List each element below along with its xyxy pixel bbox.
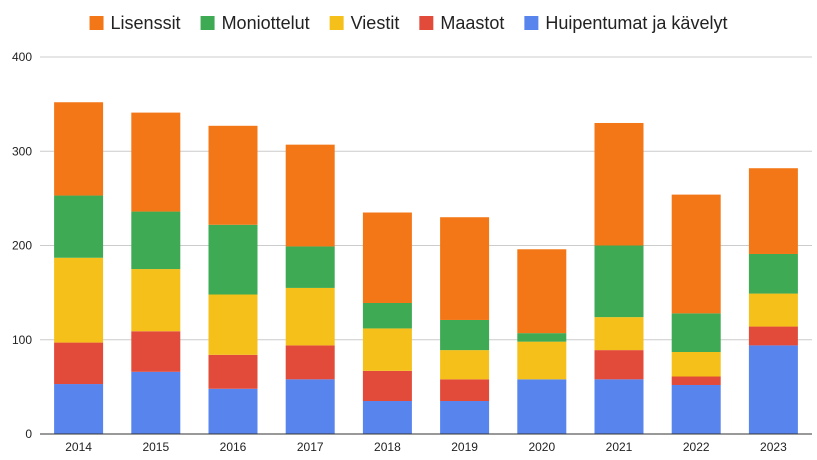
legend-item: Maastot [419,13,504,33]
bar-segment [362,212,412,303]
y-tick-label: 300 [12,144,32,158]
legend-label: Maastot [440,13,504,33]
x-tick-label: 2022 [683,440,710,454]
bar-segment [748,253,798,294]
bar-segment [440,319,490,351]
legend-item: Huipentumat ja kävelyt [524,13,727,33]
bar-segment [517,379,567,434]
legend-item: Lisenssit [89,13,181,33]
bar-segment [362,401,412,434]
x-tick-label: 2018 [374,440,401,454]
bar-segment [54,102,104,196]
bar-segment [208,388,258,434]
bar-stack-2016 [208,125,258,434]
bar-segment [131,112,181,212]
x-tick-label: 2014 [65,440,92,454]
bar-segment [594,350,644,380]
bar-segment [54,257,104,343]
legend-swatch [89,16,104,30]
bar-segment [748,326,798,346]
bar-segment [671,194,721,314]
bar-segment [671,384,721,434]
bar-segment [671,352,721,377]
bar-segment [517,249,567,334]
bar-stack-2017 [285,144,335,434]
bar-segment [131,371,181,434]
x-tick-label: 2020 [528,440,555,454]
bar-segment [131,269,181,332]
bar-segment [54,384,104,434]
bar-segment [440,401,490,434]
y-tick-label: 400 [12,50,32,64]
bar-segment [285,287,335,346]
legend-item: Moniottelut [200,13,310,33]
legend-swatch [329,16,344,30]
bar-segment [594,122,644,246]
x-tick-label: 2016 [220,440,247,454]
x-tick-label: 2019 [451,440,478,454]
y-tick-label: 100 [12,333,32,347]
legend-label: Viestit [351,13,400,33]
bar-segment [208,294,258,355]
legend: Lisenssit Moniottelut Viestit Maastot Huipen… [89,13,727,33]
bar-segment [208,354,258,389]
bar-segment [362,302,412,329]
x-tick-label: 2023 [760,440,787,454]
legend-label: Moniottelut [222,13,310,33]
bar-segment [362,370,412,402]
bar-segment [131,331,181,372]
bars [54,102,798,434]
bar-segment [285,379,335,434]
y-axis-tick-labels: 0 100 200 300 400 [12,50,32,441]
bar-segment [594,245,644,318]
x-tick-label: 2015 [142,440,169,454]
bar-segment [748,345,798,434]
bar-segment [594,379,644,434]
bar-segment [54,342,104,385]
bar-segment [208,224,258,295]
bar-stack-2023 [748,168,798,434]
bar-stack-2019 [440,217,490,434]
bar-stack-2018 [362,212,412,434]
legend-item: Viestit [329,13,400,33]
bar-segment [440,217,490,320]
legend-swatch [200,16,215,30]
bar-segment [594,317,644,351]
bar-segment [208,125,258,225]
bar-segment [285,144,335,247]
bar-segment [362,328,412,371]
bar-segment [748,168,798,254]
y-tick-label: 200 [12,239,32,253]
bar-stack-2014 [54,102,104,434]
bar-stack-2020 [517,249,567,434]
bar-segment [517,333,567,342]
bar-segment [517,341,567,380]
legend-swatch [524,16,539,30]
bar-segment [54,195,104,258]
bar-segment [440,350,490,380]
bar-segment [131,211,181,270]
x-tick-label: 2021 [606,440,633,454]
bar-segment [285,246,335,288]
x-tick-label: 2017 [297,440,324,454]
bar-segment [748,293,798,327]
legend-label: Huipentumat ja kävelyt [545,13,727,33]
bar-stack-2021 [594,122,644,434]
y-tick-label: 0 [25,427,32,441]
bar-stack-2022 [671,194,721,434]
bar-segment [285,345,335,380]
bar-segment [671,313,721,353]
x-axis-tick-labels: 2014 2015 2016 2017 2018 2019 2020 2021 2022 2023 [65,440,787,454]
bar-stack-2015 [131,112,181,434]
legend-swatch [419,16,434,30]
legend-label: Lisenssit [111,13,181,33]
bar-segment [671,376,721,385]
bar-segment [440,379,490,402]
